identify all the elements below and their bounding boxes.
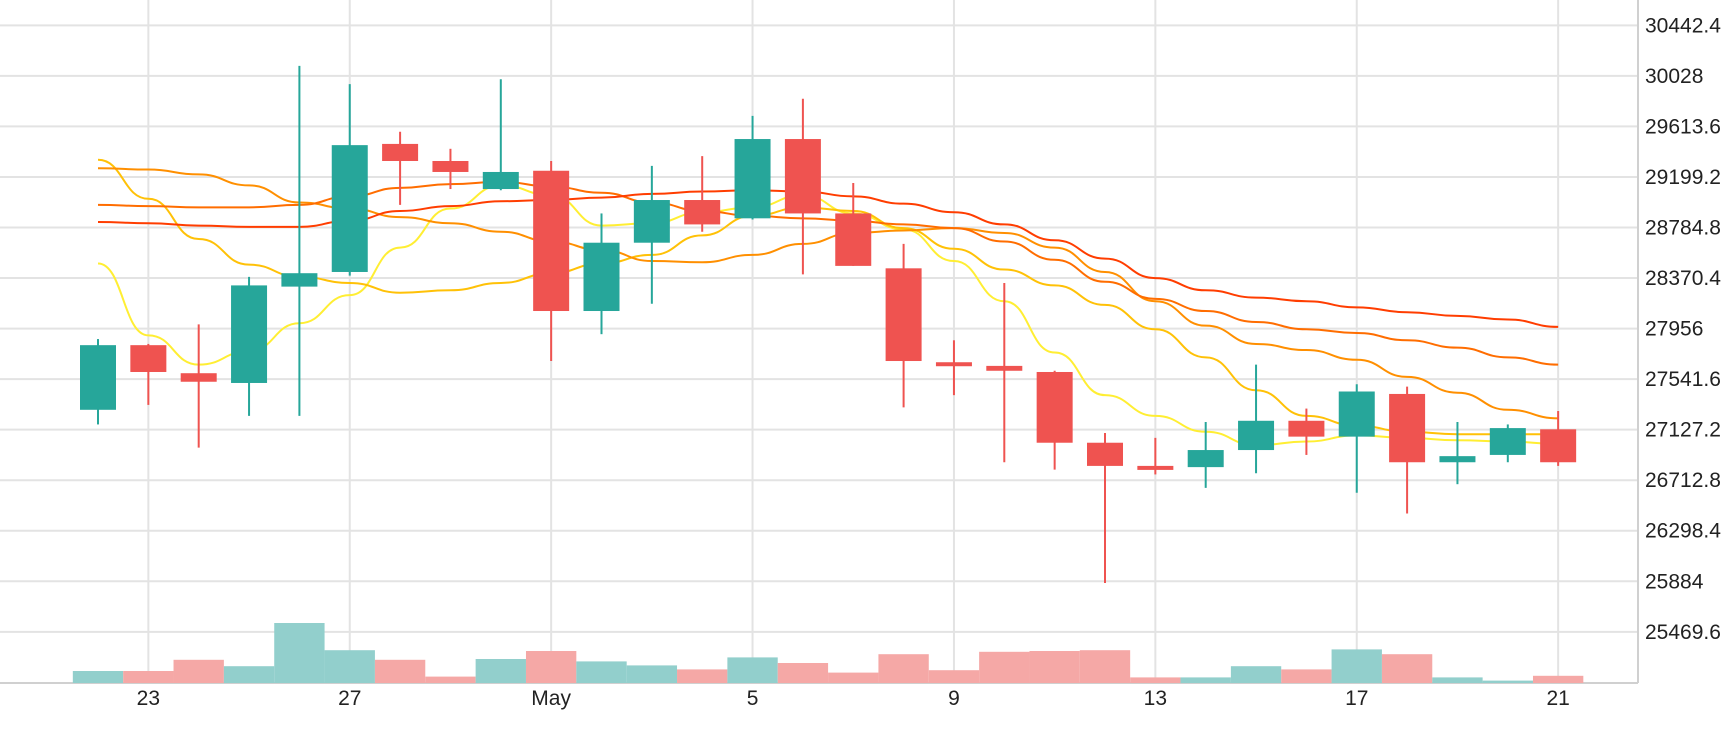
price-tick-label: 28784.8	[1645, 216, 1721, 239]
moving-average-line	[97, 167, 1559, 420]
volume-bar	[828, 672, 879, 683]
volume-bar	[1432, 677, 1483, 683]
price-tick-label: 30442.4	[1645, 14, 1721, 37]
volume-bar	[979, 651, 1030, 683]
volume-bar	[878, 654, 929, 683]
candle-body	[835, 213, 872, 266]
volume-bar	[1079, 650, 1131, 683]
time-tick-label: 17	[1345, 687, 1368, 710]
volume-bar	[475, 659, 526, 683]
moving-average-line	[97, 158, 1559, 436]
candle-body	[281, 273, 318, 287]
price-tick-label: 27956	[1645, 318, 1703, 341]
candle-body	[1036, 371, 1073, 443]
volume-bar	[727, 657, 778, 683]
volume-bar	[1331, 649, 1382, 683]
price-axis: 25469.6 25884 26298.4 26712.8 27127.2 27541.6…	[1645, 14, 1721, 644]
price-tick-label: 30028	[1645, 65, 1703, 88]
time-tick-label: May	[531, 687, 571, 710]
price-tick-label: 25884	[1645, 570, 1704, 593]
volume-bar	[928, 670, 980, 683]
candle-body	[583, 242, 620, 312]
volume-bar	[274, 623, 325, 683]
candle-body	[734, 139, 771, 219]
volume-bar	[173, 659, 224, 683]
volume-bar	[223, 666, 275, 683]
candle-body	[1187, 450, 1224, 468]
volume-bar	[777, 663, 829, 683]
candle-body	[382, 143, 419, 161]
volume-bar	[1230, 666, 1282, 683]
candle-body	[231, 285, 268, 383]
candle-body	[1238, 420, 1275, 451]
volume-bars	[72, 623, 1584, 683]
candle-body	[885, 268, 922, 362]
volume-bar	[1180, 677, 1231, 683]
volume-bar	[677, 669, 728, 683]
moving-average-line	[97, 189, 1559, 328]
volume-bar	[626, 665, 678, 683]
volume-bar	[1381, 654, 1433, 683]
candle-body	[1389, 393, 1426, 463]
moving-average-line	[97, 184, 1559, 447]
price-tick-label: 26712.8	[1645, 469, 1721, 492]
candle-body	[432, 160, 469, 172]
candle-body	[1338, 391, 1375, 437]
volume-bar	[576, 661, 627, 683]
price-tick-label: 27541.6	[1645, 368, 1721, 391]
candle-body	[1540, 429, 1577, 463]
volume-bar	[123, 671, 174, 683]
candle-body	[1439, 456, 1476, 463]
time-tick-label: 23	[137, 687, 160, 710]
candle-body	[784, 139, 821, 214]
candle-body	[180, 373, 217, 382]
candle-body	[633, 200, 670, 243]
volume-bar	[425, 676, 476, 683]
candle-body	[684, 200, 721, 225]
candle-body	[1137, 465, 1174, 470]
volume-bar	[1130, 677, 1181, 683]
price-tick-label: 29199.2	[1645, 166, 1721, 189]
candle-body	[1288, 420, 1325, 437]
candle-body	[935, 362, 972, 367]
volume-bar	[1281, 669, 1332, 683]
candle-body	[80, 345, 116, 410]
price-tick-label: 25469.6	[1645, 621, 1721, 644]
volume-bar	[1029, 651, 1080, 683]
candle-body	[331, 145, 368, 272]
price-tick-label: 27127.2	[1645, 419, 1721, 442]
time-tick-label: 5	[747, 687, 759, 710]
candles	[80, 65, 1577, 583]
candle-body	[130, 345, 167, 372]
price-tick-label: 26298.4	[1645, 520, 1721, 543]
candle-body	[986, 365, 1023, 371]
price-tick-label: 29613.6	[1645, 115, 1721, 138]
candle-body	[482, 171, 519, 190]
volume-bar	[72, 671, 124, 683]
time-tick-label: 27	[338, 687, 361, 710]
time-axis: 23 27 May 5 9 13 17 21	[137, 687, 1570, 710]
price-tick-label: 28370.4	[1645, 267, 1721, 290]
time-tick-label: 13	[1144, 687, 1167, 710]
time-tick-label: 9	[948, 687, 960, 710]
volume-bar	[374, 659, 426, 683]
candle-body	[1087, 442, 1123, 466]
time-tick-label: 21	[1546, 687, 1569, 710]
volume-bar	[525, 651, 577, 683]
candle-body	[1489, 428, 1526, 455]
volume-bar	[324, 650, 375, 683]
volume-bar	[1482, 680, 1533, 683]
candle-body	[533, 170, 570, 312]
volume-bar	[1532, 675, 1584, 683]
